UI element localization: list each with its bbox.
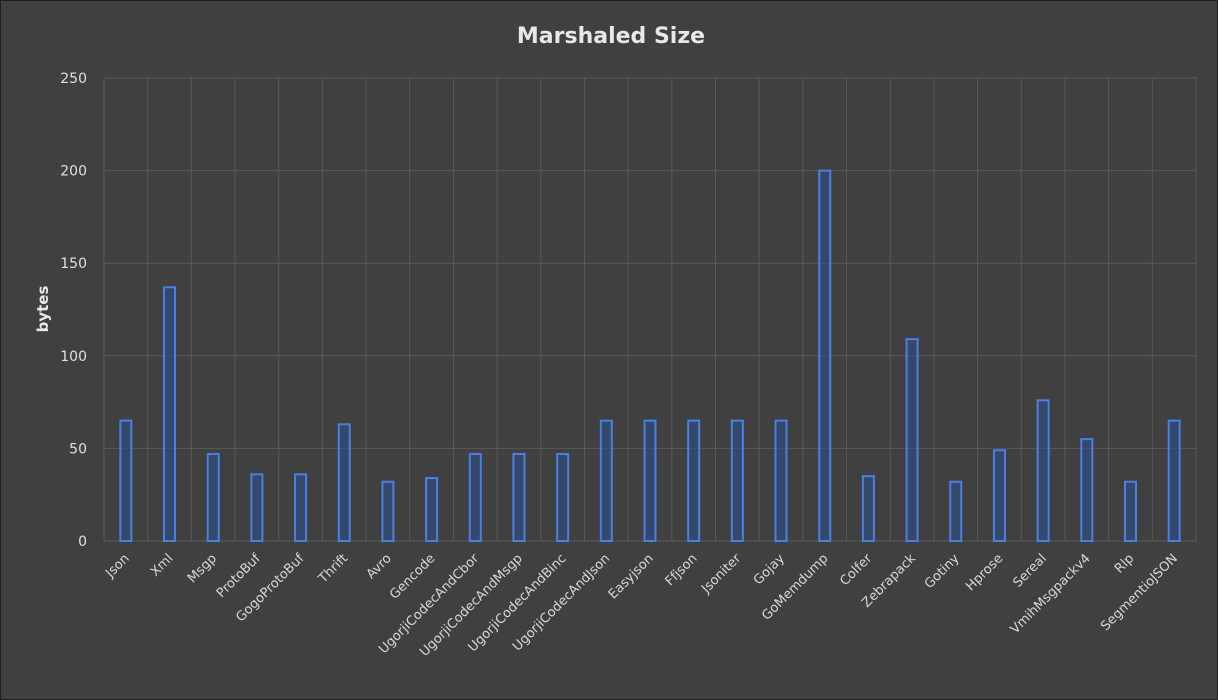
x-tick-label: VmihMsgpackv4 bbox=[1008, 551, 1094, 637]
bar-ugorjicodecandjson[interactable] bbox=[599, 419, 613, 542]
y-tick-label: 250 bbox=[60, 71, 87, 87]
bar-gotiny[interactable] bbox=[949, 480, 963, 542]
bar-avro[interactable] bbox=[381, 480, 395, 542]
x-tick-label: Rlp bbox=[1112, 551, 1137, 576]
bar-gogoprotobuf[interactable] bbox=[294, 473, 308, 542]
grid-layer bbox=[103, 77, 1197, 542]
y-axis-ticks: 0 50 100 150 200 250 bbox=[60, 71, 87, 550]
bar-layer bbox=[119, 169, 1181, 543]
y-axis-label: bytes bbox=[34, 286, 52, 333]
bar-ugorjicodecandcbor[interactable] bbox=[468, 452, 482, 542]
bar-hprose[interactable] bbox=[992, 449, 1006, 543]
x-tick-label: Hprose bbox=[963, 551, 1006, 594]
bar-vmihmsgpackv4[interactable] bbox=[1080, 438, 1094, 543]
y-tick-label: 0 bbox=[78, 534, 87, 550]
x-tick-label: Gotiny bbox=[922, 551, 963, 592]
x-tick-label: Jsoniter bbox=[698, 551, 744, 597]
x-tick-label: Json bbox=[102, 551, 132, 581]
x-tick-label: Easyjson bbox=[606, 551, 657, 602]
x-tick-label: Ffjson bbox=[663, 551, 701, 589]
x-tick-label: Avro bbox=[364, 551, 395, 582]
bar-json[interactable] bbox=[119, 419, 133, 542]
bar-gojay[interactable] bbox=[774, 419, 788, 542]
bar-gomemdump[interactable] bbox=[818, 169, 832, 542]
bar-rlp[interactable] bbox=[1123, 480, 1137, 542]
bar-segmentiojson[interactable] bbox=[1167, 419, 1181, 542]
bar-gencode[interactable] bbox=[425, 477, 439, 543]
y-tick-label: 200 bbox=[60, 164, 87, 180]
bar-easyjson[interactable] bbox=[643, 419, 657, 542]
bar-sereal[interactable] bbox=[1036, 399, 1050, 542]
bar-colfer[interactable] bbox=[861, 475, 875, 542]
bar-msgp[interactable] bbox=[206, 452, 220, 542]
x-tick-label: Xml bbox=[148, 551, 176, 579]
x-tick-label: SegmentioJSON bbox=[1098, 551, 1181, 634]
x-tick-label: Msgp bbox=[185, 551, 220, 586]
bar-thrift[interactable] bbox=[337, 423, 351, 543]
bar-xml[interactable] bbox=[163, 286, 177, 542]
bar-jsoniter[interactable] bbox=[730, 419, 744, 542]
x-tick-label: Colfer bbox=[837, 551, 875, 589]
chart-title: Marshaled Size bbox=[517, 24, 705, 49]
y-tick-label: 50 bbox=[69, 441, 87, 457]
x-tick-label: Gojay bbox=[751, 551, 788, 588]
y-tick-label: 150 bbox=[60, 256, 87, 272]
bar-ugorjicodecandmsgp[interactable] bbox=[512, 452, 526, 542]
bar-ugorjicodecandbinc[interactable] bbox=[556, 452, 570, 542]
bar-zebrapack[interactable] bbox=[905, 338, 919, 542]
x-tick-label: Sereal bbox=[1010, 551, 1050, 591]
bar-protobuf[interactable] bbox=[250, 473, 264, 542]
bar-ffjson[interactable] bbox=[687, 419, 701, 542]
x-tick-label: Thrift bbox=[315, 551, 351, 587]
y-tick-label: 100 bbox=[60, 349, 87, 365]
